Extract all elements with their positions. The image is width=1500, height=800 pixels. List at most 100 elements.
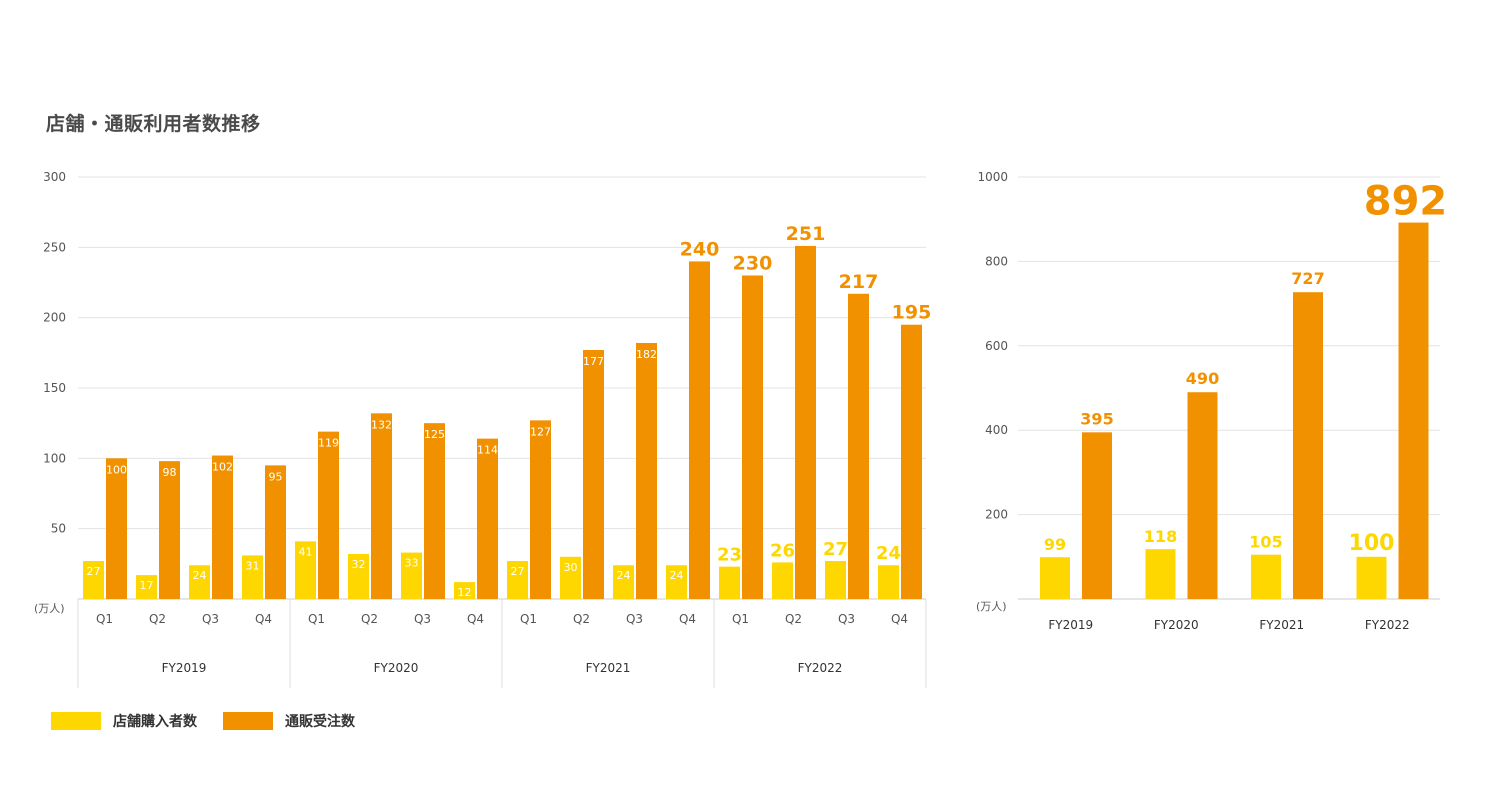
data-label-mail: 217 xyxy=(839,271,879,293)
group-label: FY2021 xyxy=(586,661,631,675)
y-tick-label: 50 xyxy=(51,522,66,536)
bar-store xyxy=(613,565,634,599)
data-label-mail: 127 xyxy=(530,425,551,438)
data-label-mail: 114 xyxy=(477,444,498,457)
unit-label: (万人) xyxy=(34,602,65,615)
legend-swatch-mail xyxy=(223,712,273,730)
x-tick-label: Q4 xyxy=(467,612,484,626)
bar-mail xyxy=(689,261,710,599)
y-tick-label: 600 xyxy=(985,339,1008,353)
data-label-store: 27 xyxy=(87,565,101,578)
bar-store xyxy=(401,552,422,599)
bar-mail xyxy=(1293,292,1323,599)
data-label-store: 100 xyxy=(1349,531,1395,556)
bar-mail xyxy=(424,423,445,599)
bar-mail xyxy=(901,324,922,599)
data-label-store: 31 xyxy=(246,559,260,572)
bar-mail xyxy=(636,342,657,599)
bar-mail xyxy=(530,420,551,599)
bar-mail xyxy=(1187,392,1218,599)
bar-mail xyxy=(212,455,233,599)
bar-mail xyxy=(106,458,127,599)
data-label-mail: 100 xyxy=(106,463,127,476)
y-tick-label: 800 xyxy=(985,254,1008,268)
legend: 店舗購入者数 通販受注数 xyxy=(51,711,381,731)
x-tick-label: Q4 xyxy=(891,612,908,626)
data-label-mail: 119 xyxy=(318,437,339,450)
x-tick-label: Q1 xyxy=(96,612,113,626)
legend-item-store: 店舗購入者数 xyxy=(51,711,197,731)
data-label-store: 105 xyxy=(1249,533,1282,552)
bar-store xyxy=(242,555,263,599)
bar-store xyxy=(878,565,899,599)
bar-store xyxy=(507,561,528,599)
data-label-store: 23 xyxy=(717,545,742,566)
bar-store xyxy=(719,566,740,599)
data-label-mail: 251 xyxy=(786,223,826,245)
x-tick-label: Q2 xyxy=(573,612,590,626)
group-label: FY2019 xyxy=(162,661,207,675)
data-label-mail: 98 xyxy=(163,466,177,479)
bar-mail xyxy=(371,413,392,599)
x-tick-label: Q3 xyxy=(202,612,219,626)
chart-title: 店舗・通販利用者数推移 xyxy=(46,113,261,135)
data-label-store: 24 xyxy=(617,569,631,582)
data-label-mail: 490 xyxy=(1186,369,1219,388)
unit-label: (万人) xyxy=(976,600,1007,613)
x-tick-label: Q3 xyxy=(414,612,431,626)
data-label-store: 99 xyxy=(1044,535,1066,554)
bar-store xyxy=(189,565,210,599)
x-tick-label: Q1 xyxy=(520,612,537,626)
data-label-store: 24 xyxy=(193,569,207,582)
bar-store xyxy=(825,561,846,599)
bar-store xyxy=(295,541,316,599)
x-tick-label: Q3 xyxy=(626,612,643,626)
data-label-store: 24 xyxy=(876,543,901,564)
data-label-store: 30 xyxy=(564,561,578,574)
bar-mail xyxy=(1398,222,1429,600)
data-label-mail: 177 xyxy=(583,355,604,368)
bar-mail xyxy=(795,245,816,599)
y-tick-label: 1000 xyxy=(977,170,1008,184)
x-tick-label: FY2021 xyxy=(1259,618,1304,632)
data-label-mail: 132 xyxy=(371,418,392,431)
bar-store xyxy=(1356,556,1387,599)
legend-label-mail: 通販受注数 xyxy=(285,714,355,730)
data-label-store: 27 xyxy=(823,539,848,560)
data-label-mail: 230 xyxy=(733,252,773,274)
bar-store xyxy=(83,561,104,599)
data-label-store: 33 xyxy=(405,557,419,570)
data-label-store: 118 xyxy=(1144,527,1177,546)
x-tick-label: FY2019 xyxy=(1048,618,1093,632)
bar-mail xyxy=(477,438,498,599)
bar-store xyxy=(454,582,475,599)
x-tick-label: Q4 xyxy=(679,612,696,626)
y-tick-label: 200 xyxy=(985,508,1008,522)
data-label-store: 17 xyxy=(140,579,154,592)
data-label-mail: 395 xyxy=(1080,409,1113,428)
bar-store xyxy=(1145,549,1176,599)
x-tick-label: Q2 xyxy=(785,612,802,626)
data-label-store: 26 xyxy=(770,540,795,561)
bar-mail xyxy=(318,431,339,599)
x-tick-label: FY2022 xyxy=(1365,618,1410,632)
bar-store xyxy=(348,553,369,599)
data-label-store: 12 xyxy=(458,586,472,599)
data-label-store: 27 xyxy=(511,565,525,578)
bar-store xyxy=(1251,554,1281,599)
y-tick-label: 150 xyxy=(43,381,66,395)
legend-item-mail: 通販受注数 xyxy=(223,711,355,731)
bar-store xyxy=(1040,557,1070,599)
group-label: FY2020 xyxy=(374,661,419,675)
bar-mail xyxy=(583,350,604,599)
x-tick-label: FY2020 xyxy=(1154,618,1199,632)
x-tick-label: Q1 xyxy=(732,612,749,626)
legend-swatch-store xyxy=(51,712,101,730)
bar-store xyxy=(136,575,157,599)
data-label-store: 24 xyxy=(670,569,684,582)
data-label-store: 41 xyxy=(299,545,313,558)
bar-mail xyxy=(742,275,763,599)
y-tick-label: 400 xyxy=(985,423,1008,437)
legend-label-store: 店舗購入者数 xyxy=(113,714,197,730)
